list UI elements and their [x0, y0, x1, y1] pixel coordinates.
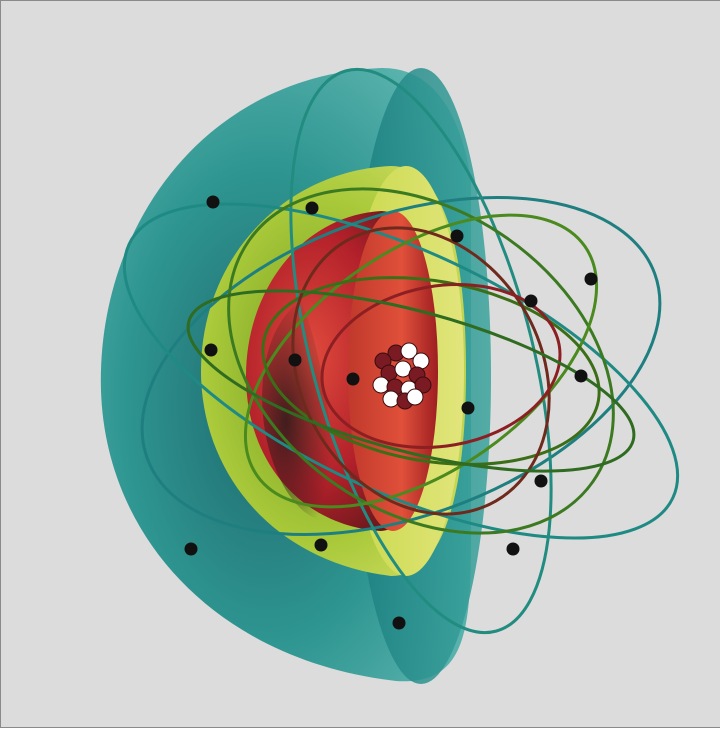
nucleon	[372, 376, 390, 394]
nucleus	[372, 342, 432, 410]
electron	[506, 542, 520, 556]
electron	[392, 616, 406, 630]
electron	[206, 195, 220, 209]
electron	[450, 229, 464, 243]
electron	[184, 542, 198, 556]
electron	[524, 294, 538, 308]
orbit	[320, 283, 562, 449]
electron	[346, 372, 360, 386]
electron-orbits	[122, 67, 680, 635]
electron	[461, 401, 475, 415]
electron	[305, 201, 319, 215]
orbit	[291, 226, 551, 516]
orbit	[186, 289, 636, 473]
electron	[584, 272, 598, 286]
electron	[314, 538, 328, 552]
nucleon	[382, 390, 400, 408]
orbit	[227, 187, 615, 535]
nucleon	[412, 352, 430, 370]
orbit	[289, 67, 553, 635]
electron	[534, 474, 548, 488]
nucleon	[406, 388, 424, 406]
nucleon	[400, 342, 418, 360]
orbit	[243, 213, 599, 509]
electron	[288, 353, 302, 367]
electron	[204, 343, 218, 357]
orbit	[261, 276, 601, 466]
electrons	[184, 195, 598, 630]
electron	[574, 369, 588, 383]
nucleon	[414, 376, 432, 394]
